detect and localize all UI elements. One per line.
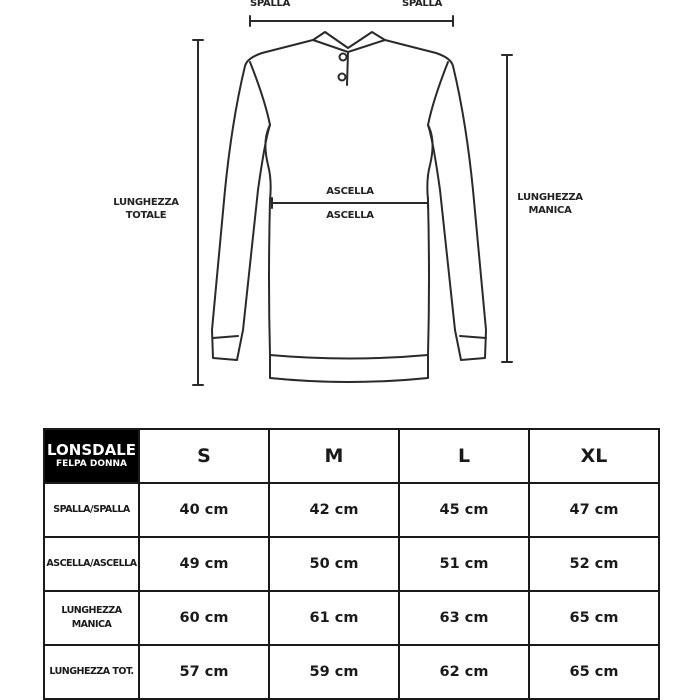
table-cell: 57 cm xyxy=(138,644,270,700)
brand-name: LONSDALE xyxy=(47,441,136,459)
row-label: LUNGHEZZA TOT. xyxy=(43,644,140,700)
table-cell: 63 cm xyxy=(398,590,530,646)
row-label-line1: LUNGHEZZA xyxy=(61,605,122,616)
shoulder-measure-line xyxy=(249,15,454,27)
chest-measure-line xyxy=(271,197,429,209)
total-length-measure-line xyxy=(192,39,204,386)
row-label: LUNGHEZZA MANICA xyxy=(43,590,140,646)
table-cell: 52 cm xyxy=(528,536,660,592)
table-row: SPALLA/SPALLA 40 cm 42 cm 45 cm 47 cm xyxy=(43,482,660,538)
shoulder-label-right: SPALLA xyxy=(401,0,443,9)
table-cell: 50 cm xyxy=(268,536,400,592)
table-row: LUNGHEZZA TOT. 57 cm 59 cm 62 cm 65 cm xyxy=(43,644,660,700)
size-header: L xyxy=(398,428,530,484)
table-cell: 47 cm xyxy=(528,482,660,538)
total-length-label-line2: TOTALE xyxy=(125,210,167,221)
table-cell: 65 cm xyxy=(528,590,660,646)
sleeve-length-measure-line xyxy=(501,54,513,363)
table-row: ASCELLA/ASCELLA 49 cm 50 cm 51 cm 52 cm xyxy=(43,536,660,592)
table-cell: 61 cm xyxy=(268,590,400,646)
size-header: S xyxy=(138,428,270,484)
total-length-label-line1: LUNGHEZZA xyxy=(113,197,179,208)
size-table: LONSDALE FELPA DONNA S M L XL SPALLA/SPA… xyxy=(43,428,660,700)
table-cell: 42 cm xyxy=(268,482,400,538)
sweatshirt-outline xyxy=(211,31,487,383)
table-cell: 60 cm xyxy=(138,590,270,646)
sleeve-length-label-line1: LUNGHEZZA xyxy=(517,192,583,203)
table-cell: 45 cm xyxy=(398,482,530,538)
table-cell: 59 cm xyxy=(268,644,400,700)
total-length-label: LUNGHEZZA TOTALE xyxy=(108,196,184,222)
row-label: SPALLA/SPALLA xyxy=(43,482,140,538)
table-cell: 51 cm xyxy=(398,536,530,592)
sweatshirt-diagram xyxy=(192,15,513,386)
row-label-line2: MANICA xyxy=(71,619,112,630)
brand-cell: LONSDALE FELPA DONNA xyxy=(43,428,140,484)
table-row: LUNGHEZZA MANICA 60 cm 61 cm 63 cm 65 cm xyxy=(43,590,660,646)
size-header-row: LONSDALE FELPA DONNA S M L XL xyxy=(43,428,660,484)
size-header: M xyxy=(268,428,400,484)
sleeve-length-label-line2: MANICA xyxy=(528,205,572,216)
table-cell: 62 cm xyxy=(398,644,530,700)
sleeve-length-label: LUNGHEZZA MANICA xyxy=(512,191,588,217)
shoulder-label-left: SPALLA xyxy=(250,0,291,9)
table-cell: 40 cm xyxy=(138,482,270,538)
size-header: XL xyxy=(528,428,660,484)
table-cell: 65 cm xyxy=(528,644,660,700)
chest-label-top: ASCELLA xyxy=(326,186,374,197)
chest-label-bottom: ASCELLA xyxy=(326,210,374,221)
row-label: ASCELLA/ASCELLA xyxy=(43,536,140,592)
product-name: FELPA DONNA xyxy=(55,459,128,469)
table-cell: 49 cm xyxy=(138,536,270,592)
